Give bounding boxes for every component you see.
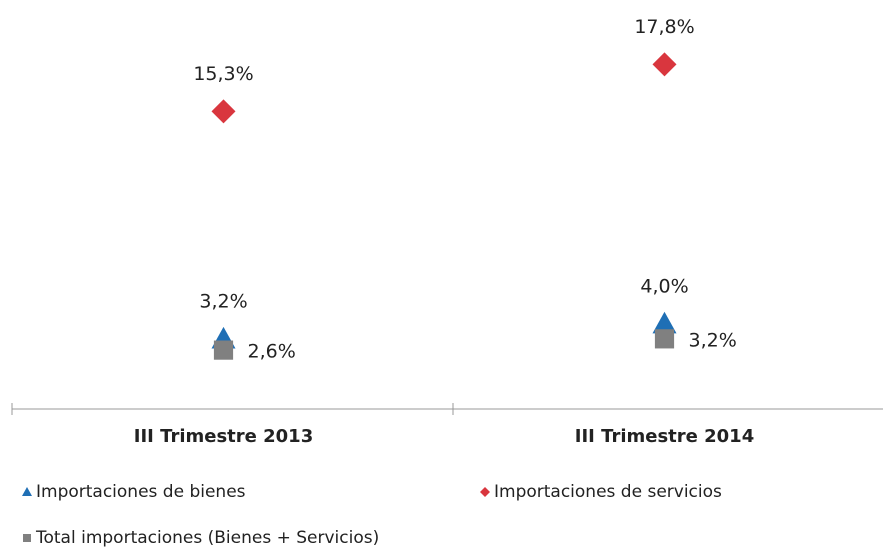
legend-label: Importaciones de servicios [494,482,722,502]
marker [211,99,236,124]
marker [654,329,675,349]
x-tick-label: III Trimestre 2013 [134,426,313,447]
legend-label: Total importaciones (Bienes + Servicios) [35,528,379,548]
data-label: 2,6% [248,341,296,363]
marker [652,311,677,334]
data-label: 3,2% [689,329,737,351]
legend-marker [23,534,31,542]
x-tick-label: III Trimestre 2014 [575,426,754,447]
data-label: 17,8% [634,16,694,38]
data-label: 4,0% [640,275,688,297]
legend-label: Importaciones de bienes [36,482,246,502]
marker [213,340,234,360]
legend-marker [480,487,490,497]
legend-marker [22,487,32,496]
data-label: 3,2% [199,290,247,312]
marker [652,52,677,77]
data-label: 15,3% [193,63,253,85]
